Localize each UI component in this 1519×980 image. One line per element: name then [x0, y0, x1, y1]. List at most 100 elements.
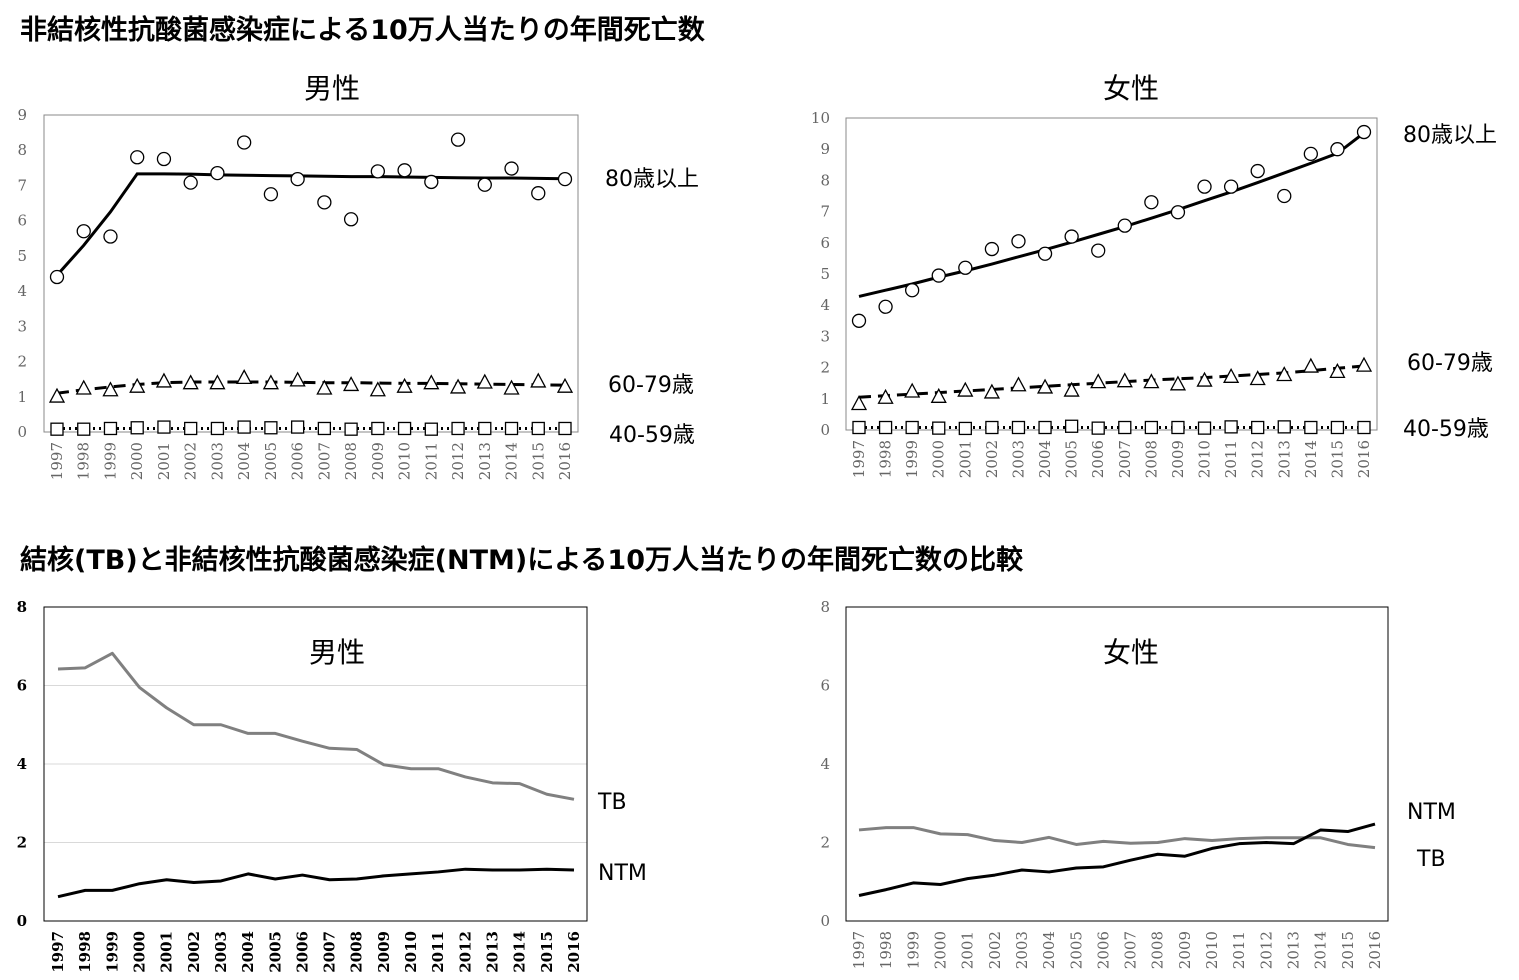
x-tick-label: 2011 [422, 442, 440, 480]
data-point [1196, 371, 1213, 387]
x-tick-label: 1998 [75, 442, 93, 480]
data-point [1357, 420, 1371, 435]
data-point [1118, 420, 1132, 435]
x-tick-label: 1998 [877, 440, 895, 478]
series-label: 60-79歳 [1407, 351, 1493, 376]
data-point [478, 421, 492, 436]
x-tick-label: 2009 [375, 931, 393, 973]
x-tick-label: 2014 [1302, 440, 1320, 478]
data-point [102, 381, 119, 397]
data-point [1144, 195, 1159, 210]
data-point [343, 376, 360, 392]
x-tick-label: 2011 [1230, 931, 1248, 969]
x-tick-label: 2006 [293, 931, 311, 973]
data-point [130, 421, 144, 435]
x-tick-label: 2000 [128, 442, 146, 480]
data-point [210, 421, 225, 436]
data-point [1117, 218, 1132, 233]
trend-line [858, 364, 1365, 399]
data-point [424, 174, 439, 190]
data-point [1356, 124, 1372, 140]
x-tick-label: 2011 [429, 931, 447, 973]
data-point [1223, 367, 1240, 383]
y-tick-label: 9 [820, 140, 830, 158]
data-point [1330, 142, 1345, 157]
x-tick-label: 2010 [1203, 931, 1221, 969]
x-tick-label: 2013 [1285, 931, 1303, 969]
data-point [77, 422, 91, 436]
data-point [504, 161, 519, 176]
y-tick-label: 4 [17, 282, 27, 300]
y-tick-label: 5 [17, 247, 27, 265]
data-point [264, 421, 278, 435]
x-tick-label: 2009 [1169, 440, 1187, 478]
x-tick-label: 2012 [1257, 931, 1275, 969]
data-point [932, 421, 946, 435]
data-point [1251, 420, 1265, 435]
x-tick-label: 2015 [1328, 440, 1346, 478]
trend-line [55, 172, 566, 277]
x-tick-label: 2012 [449, 442, 467, 480]
data-point [237, 135, 252, 150]
data-point [957, 381, 974, 397]
data-point [289, 371, 306, 387]
y-tick-label: 1 [820, 390, 830, 408]
data-point [262, 374, 279, 390]
bottom-heading: 結核(TB)と非結核性抗酸菌感染症(NTM)による10万人当たりの年間死亡数の比… [20, 545, 1024, 576]
y-tick-label: 7 [820, 203, 830, 221]
y-tick-label: 2 [820, 834, 830, 852]
y-tick-label: 5 [820, 265, 830, 283]
data-point [1143, 373, 1160, 389]
series-label: NTM [1407, 800, 1456, 825]
x-tick-label: 2012 [1249, 440, 1267, 478]
x-tick-label: 2013 [476, 442, 494, 480]
data-point [852, 420, 866, 435]
data-point [1037, 246, 1053, 261]
y-tick-label: 0 [17, 912, 27, 930]
x-tick-label: 2003 [212, 931, 230, 973]
data-point [904, 382, 921, 398]
data-point [184, 421, 198, 436]
data-point [317, 421, 332, 436]
y-tick-label: 9 [17, 106, 27, 124]
y-tick-label: 7 [17, 176, 27, 194]
panel-title: 女性 [1103, 636, 1159, 669]
data-point [449, 378, 467, 394]
x-tick-label: 2013 [1275, 440, 1293, 478]
data-point [103, 229, 118, 244]
data-point [316, 379, 333, 395]
x-tick-label: 2005 [262, 442, 280, 480]
data-point [1064, 229, 1079, 244]
x-tick-label: 2002 [185, 931, 203, 973]
data-point [1170, 205, 1186, 220]
data-point [371, 421, 385, 436]
x-tick-label: 1999 [103, 931, 121, 973]
x-tick-label: 2000 [130, 931, 148, 973]
x-tick-label: 2005 [1067, 931, 1085, 969]
x-tick-label: 2007 [1116, 440, 1134, 478]
x-tick-label: 2008 [342, 442, 360, 480]
data-point [183, 175, 198, 190]
x-tick-label: 1999 [903, 440, 921, 478]
data-point [504, 421, 519, 436]
data-point [397, 421, 412, 436]
data-point [1091, 421, 1105, 435]
data-point [1171, 420, 1185, 435]
data-point [905, 420, 919, 435]
data-point [1063, 381, 1080, 397]
x-tick-label: 2016 [1355, 440, 1373, 478]
data-point [49, 269, 65, 285]
x-tick-label: 2004 [235, 442, 253, 480]
data-point [1355, 356, 1373, 372]
x-tick-label: 2006 [289, 442, 307, 480]
plot-frame [845, 606, 1389, 922]
series-label: 40-59歳 [609, 423, 695, 448]
data-point [157, 420, 171, 434]
x-tick-label: 2001 [155, 442, 173, 480]
data-point [1276, 366, 1293, 382]
data-point [1224, 420, 1238, 434]
data-point [1330, 420, 1345, 435]
panel-title: 男性 [304, 72, 360, 105]
data-point [236, 369, 253, 385]
